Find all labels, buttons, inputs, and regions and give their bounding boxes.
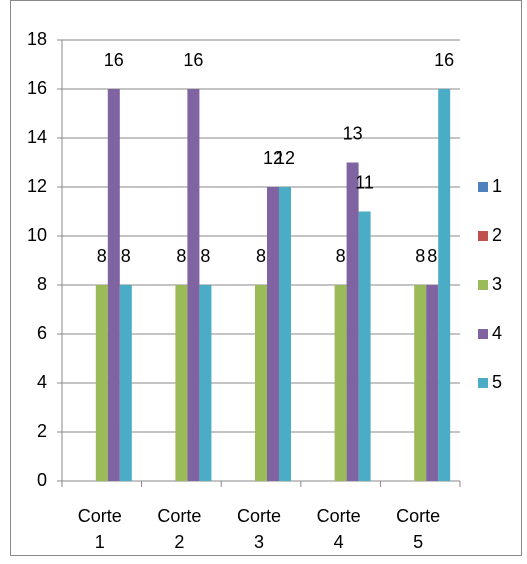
data-label: 8 (200, 246, 210, 266)
data-label: 16 (434, 50, 454, 70)
bar (414, 285, 427, 481)
bar (119, 285, 132, 481)
bar (346, 162, 359, 481)
bar (187, 89, 200, 481)
chart-frame (10, 0, 522, 556)
bar (279, 187, 291, 481)
x-tick-label: Corte 4 (316, 506, 361, 552)
data-label: 8 (427, 246, 437, 266)
data-label: 8 (415, 246, 425, 266)
y-tick-label: 16 (27, 78, 47, 98)
x-tick-label: Corte 3 (236, 506, 281, 552)
y-tick-label: 10 (27, 225, 47, 245)
y-tick-label: 18 (27, 29, 47, 49)
bar (199, 285, 212, 481)
data-label: 8 (121, 246, 131, 266)
legend-label: 2 (492, 225, 502, 245)
x-tick-label: Corte 2 (157, 506, 202, 552)
y-tick-label: 8 (37, 274, 47, 294)
data-label: 8 (176, 246, 186, 266)
data-label: 8 (256, 246, 266, 266)
y-tick-label: 2 (37, 421, 47, 441)
data-label: 12 (263, 148, 283, 168)
legend-label: 1 (492, 176, 502, 196)
legend-swatch (478, 182, 488, 192)
y-tick-label: 0 (37, 470, 47, 490)
legend-swatch (478, 231, 488, 241)
data-label: 13 (343, 123, 363, 143)
legend-swatch (478, 378, 488, 388)
legend-label: 4 (492, 323, 502, 343)
legend-label: 5 (492, 372, 502, 392)
x-tick-label: Corte 5 (396, 506, 441, 552)
y-tick-label: 14 (27, 127, 47, 147)
data-label: 16 (104, 50, 124, 70)
bar (267, 187, 279, 481)
data-label: 11 (355, 172, 374, 192)
data-label: 16 (183, 50, 203, 70)
data-label: 8 (97, 246, 107, 266)
x-tick-label: Corte 1 (77, 506, 122, 552)
bar (426, 285, 439, 481)
legend-label: 3 (492, 274, 502, 294)
bar (334, 285, 347, 481)
bar (438, 89, 451, 481)
y-tick-label: 6 (37, 323, 47, 343)
legend-swatch (478, 329, 488, 339)
bar (107, 89, 120, 481)
bar (255, 285, 267, 481)
legend-swatch (478, 280, 488, 290)
y-tick-label: 12 (27, 176, 47, 196)
data-label: 8 (336, 246, 346, 266)
bar (358, 211, 371, 481)
bar (95, 285, 108, 481)
data-label: 12 (275, 148, 295, 168)
y-tick-label: 4 (37, 372, 47, 392)
bar (175, 285, 188, 481)
